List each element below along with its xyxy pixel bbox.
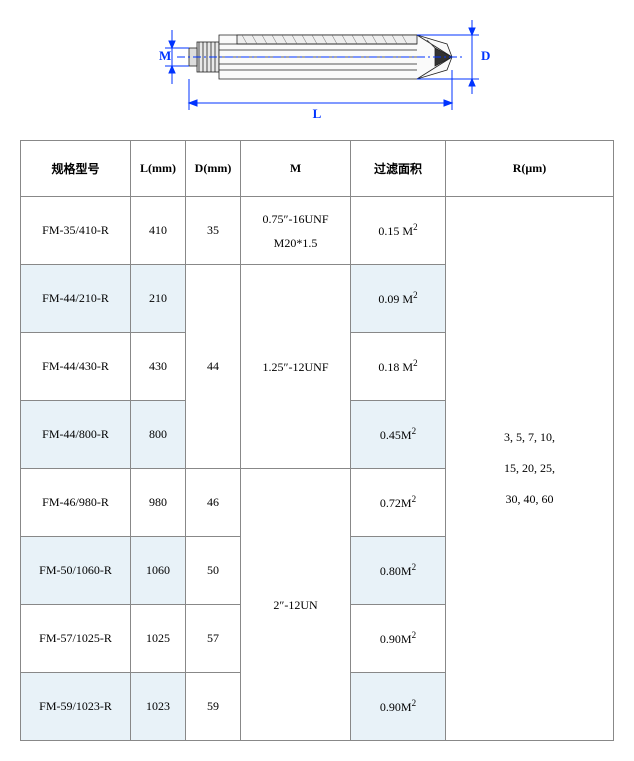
- cell-d: 57: [186, 605, 241, 673]
- cell-l: 210: [131, 265, 186, 333]
- dim-label-d: D: [481, 48, 490, 63]
- cell-l: 430: [131, 333, 186, 401]
- cell-l: 410: [131, 197, 186, 265]
- cell-area: 0.90M2: [351, 605, 446, 673]
- cell-r: 3, 5, 7, 10,15, 20, 25,30, 40, 60: [446, 197, 614, 741]
- cell-d: 59: [186, 673, 241, 741]
- header-l: L(mm): [131, 141, 186, 197]
- cell-d: 50: [186, 537, 241, 605]
- cell-model: FM-44/430-R: [21, 333, 131, 401]
- cell-model: FM-44/210-R: [21, 265, 131, 333]
- cell-model: FM-46/980-R: [21, 469, 131, 537]
- table-row: FM-35/410-R410350.75″-16UNFM20*1.50.15 M…: [21, 197, 614, 265]
- cell-area: 0.18 M2: [351, 333, 446, 401]
- cell-m: 2″-12UN: [241, 469, 351, 741]
- header-row: 规格型号 L(mm) D(mm) M 过滤面积 R(μm): [21, 141, 614, 197]
- cell-area: 0.15 M2: [351, 197, 446, 265]
- cell-l: 1023: [131, 673, 186, 741]
- cell-model: FM-44/800-R: [21, 401, 131, 469]
- cell-area: 0.80M2: [351, 537, 446, 605]
- cell-model: FM-57/1025-R: [21, 605, 131, 673]
- cell-area: 0.09 M2: [351, 265, 446, 333]
- header-area: 过滤面积: [351, 141, 446, 197]
- cell-area: 0.72M2: [351, 469, 446, 537]
- cell-l: 800: [131, 401, 186, 469]
- cell-area: 0.90M2: [351, 673, 446, 741]
- header-d: D(mm): [186, 141, 241, 197]
- cell-d: 46: [186, 469, 241, 537]
- header-model: 规格型号: [21, 141, 131, 197]
- cell-d: 44: [186, 265, 241, 469]
- dim-label-m: M: [159, 48, 171, 63]
- cell-l: 980: [131, 469, 186, 537]
- header-r: R(μm): [446, 141, 614, 197]
- header-m: M: [241, 141, 351, 197]
- cell-m: 0.75″-16UNFM20*1.5: [241, 197, 351, 265]
- cell-m: 1.25″-12UNF: [241, 265, 351, 469]
- cell-model: FM-35/410-R: [21, 197, 131, 265]
- cell-l: 1025: [131, 605, 186, 673]
- dim-label-l: L: [313, 106, 322, 121]
- cell-model: FM-50/1060-R: [21, 537, 131, 605]
- cell-model: FM-59/1023-R: [21, 673, 131, 741]
- cell-area: 0.45M2: [351, 401, 446, 469]
- technical-diagram: M D L: [0, 0, 634, 130]
- spec-table: 规格型号 L(mm) D(mm) M 过滤面积 R(μm) FM-35/410-…: [20, 140, 614, 741]
- cell-l: 1060: [131, 537, 186, 605]
- cell-d: 35: [186, 197, 241, 265]
